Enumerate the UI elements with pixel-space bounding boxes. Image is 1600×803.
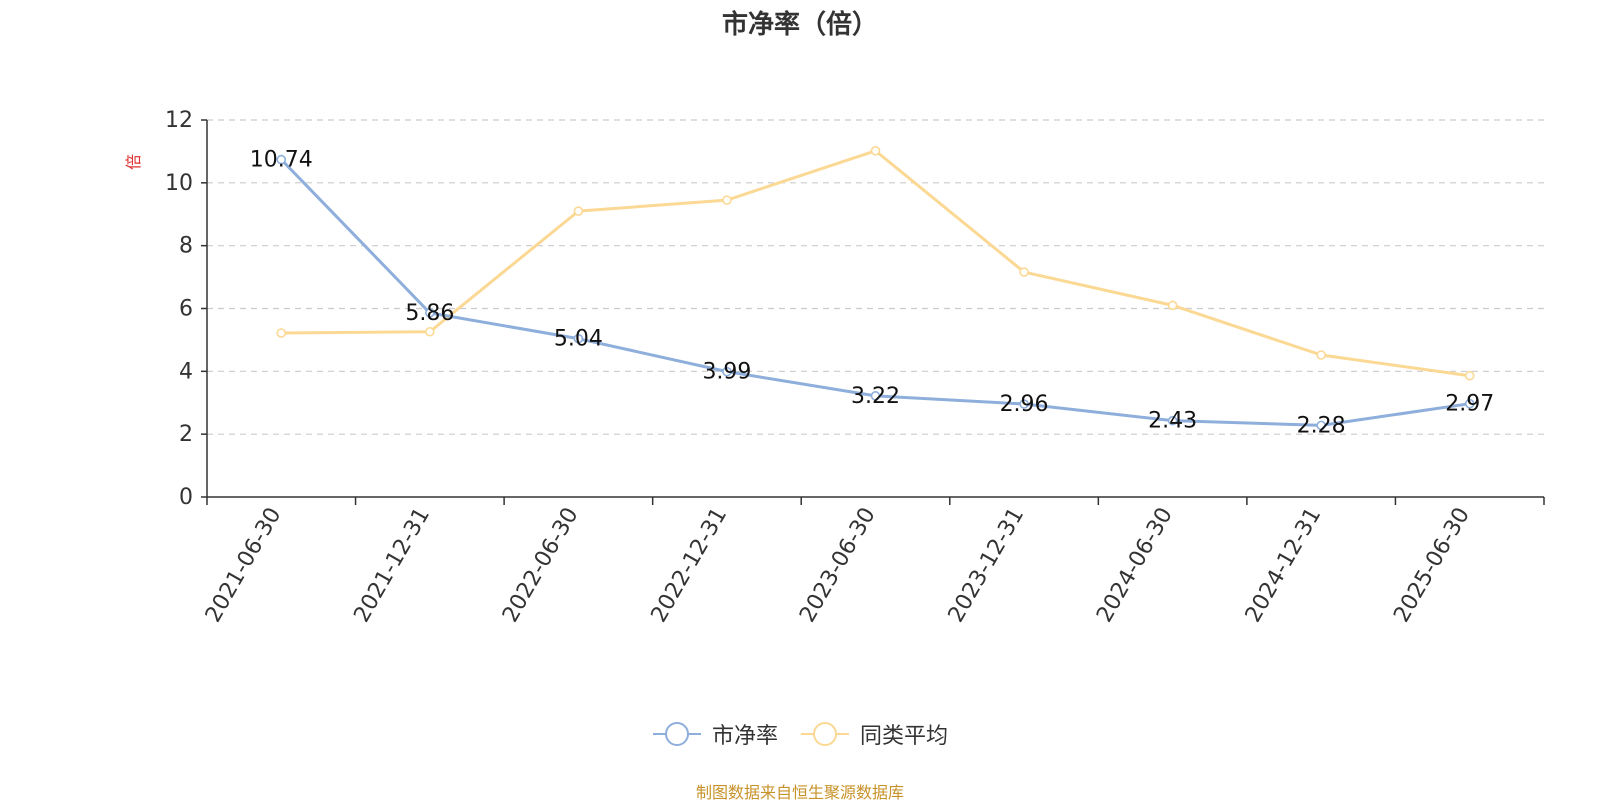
y-tick-label: 2 xyxy=(179,422,193,447)
data-label: 2.43 xyxy=(1148,409,1197,434)
data-point xyxy=(1019,399,1029,409)
x-tick-label: 2022-06-30 xyxy=(498,504,584,627)
legend-label: 同类平均 xyxy=(860,724,949,749)
legend-symbol-icon xyxy=(801,722,849,746)
data-point xyxy=(573,333,584,344)
x-tick-label: 2022-12-31 xyxy=(647,504,733,627)
y-tick-label: 0 xyxy=(179,485,193,510)
data-point xyxy=(1464,398,1475,409)
legend-circle xyxy=(813,722,837,746)
data-point xyxy=(1316,420,1326,431)
legend-item[interactable]: 市净率 xyxy=(652,718,778,750)
y-tick-label: 4 xyxy=(179,359,193,384)
x-tick-label: 2023-06-30 xyxy=(795,504,881,627)
series-lines xyxy=(276,145,1475,431)
y-axis-label: 倍 xyxy=(124,154,143,170)
data-point xyxy=(1167,415,1178,426)
legend-symbol-icon xyxy=(652,722,701,746)
y-tick-label: 6 xyxy=(179,297,193,322)
chart-title: 市净率（倍） xyxy=(721,10,878,40)
y-tick-label: 8 xyxy=(179,234,193,259)
data-point xyxy=(573,206,584,216)
data-point xyxy=(1167,300,1178,311)
x-tick-label: 2024-12-31 xyxy=(1241,504,1327,627)
data-point xyxy=(276,154,287,165)
data-label: 2.97 xyxy=(1445,392,1494,417)
data-label: 3.22 xyxy=(851,384,900,409)
data-point xyxy=(870,145,881,156)
data-label: 3.99 xyxy=(702,360,751,385)
legend-item[interactable]: 同类平均 xyxy=(800,718,948,750)
data-label: 10.74 xyxy=(250,148,313,173)
x-tick-label: 2024-06-30 xyxy=(1092,504,1178,627)
data-labels: 10.74 5.86 5.04 3.99 3.22 2.96 2.43 2.28 2.97 xyxy=(250,148,1494,439)
data-point xyxy=(425,308,435,318)
legend-circle xyxy=(664,722,689,746)
axes: 0 2 4 6 8 10 12 2021-06-30 2021-12-31 2022-06-30 2… xyxy=(124,108,1545,627)
x-tick-label: 2021-06-30 xyxy=(201,504,287,627)
y-tick-label: 10 xyxy=(165,171,193,196)
data-point xyxy=(722,195,732,205)
data-label: 5.04 xyxy=(554,327,603,352)
legend-label: 市净率 xyxy=(711,724,778,749)
data-label: 2.28 xyxy=(1297,413,1346,438)
data-point xyxy=(276,328,287,338)
series-line xyxy=(279,149,1472,378)
data-point xyxy=(1316,350,1326,360)
data-point xyxy=(1464,370,1475,381)
data-label: 5.86 xyxy=(405,301,454,326)
legend: 市净率 同类平均 xyxy=(0,718,1600,750)
data-point xyxy=(1019,267,1029,277)
data-point xyxy=(870,391,881,401)
data-label: 2.96 xyxy=(1000,392,1049,417)
y-tick-label: 12 xyxy=(165,108,193,133)
data-point xyxy=(722,366,732,377)
source-note: 制图数据来自恒生聚源数据库 xyxy=(695,783,904,802)
data-point xyxy=(425,326,435,337)
x-tick-label: 2023-12-31 xyxy=(944,504,1030,627)
x-tick-label: 2025-06-30 xyxy=(1389,504,1475,627)
x-tick-label: 2021-12-31 xyxy=(349,504,435,627)
